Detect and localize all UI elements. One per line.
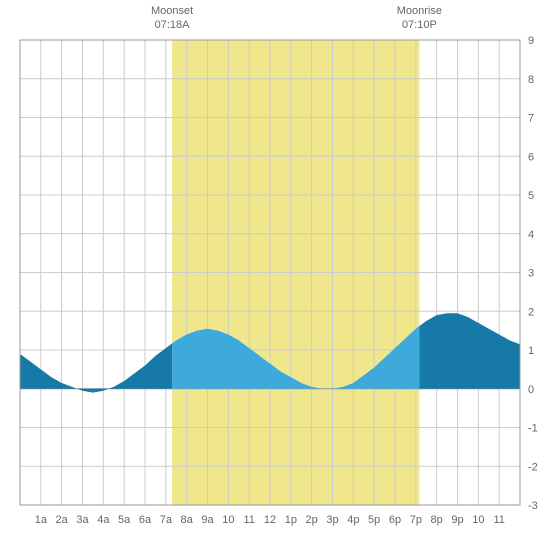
x-tick-label: 6p xyxy=(389,514,401,526)
annotation-title: Moonset xyxy=(151,5,193,17)
y-tick-label: 5 xyxy=(528,190,534,202)
x-tick-label: 4p xyxy=(347,514,359,526)
x-tick-label: 5a xyxy=(118,514,131,526)
y-tick-label: -2 xyxy=(528,461,538,473)
x-tick-label: 11 xyxy=(493,514,504,526)
y-tick-label: 6 xyxy=(528,151,534,163)
x-tick-label: 9p xyxy=(451,514,463,526)
y-tick-label: 9 xyxy=(528,35,534,47)
annotation-time: 07:10P xyxy=(402,19,437,31)
x-tick-label: 3p xyxy=(326,514,338,526)
tide-chart: -3-2-101234567891a2a3a4a5a6a7a8a9a101112… xyxy=(0,0,550,550)
x-tick-label: 9a xyxy=(201,514,214,526)
y-tick-label: 4 xyxy=(528,229,534,241)
x-tick-label: 10 xyxy=(222,514,234,526)
y-tick-label: -1 xyxy=(528,423,538,435)
x-tick-label: 6a xyxy=(139,514,152,526)
x-tick-label: 5p xyxy=(368,514,380,526)
x-tick-label: 7p xyxy=(410,514,422,526)
x-tick-label: 3a xyxy=(76,514,89,526)
y-tick-label: 8 xyxy=(528,74,534,86)
x-tick-label: 12 xyxy=(264,514,276,526)
annotation-time: 07:18A xyxy=(155,19,191,31)
x-tick-label: 1a xyxy=(35,514,48,526)
y-tick-label: 3 xyxy=(528,268,534,280)
y-tick-label: -3 xyxy=(528,500,538,512)
x-tick-label: 7a xyxy=(160,514,173,526)
annotation-title: Moonrise xyxy=(397,5,442,17)
x-tick-label: 10 xyxy=(472,514,484,526)
x-tick-label: 11 xyxy=(243,514,254,526)
x-tick-label: 2a xyxy=(56,514,69,526)
y-tick-label: 1 xyxy=(528,345,534,357)
y-tick-label: 0 xyxy=(528,384,534,396)
y-tick-label: 2 xyxy=(528,306,534,318)
y-tick-label: 7 xyxy=(528,113,534,125)
x-tick-label: 4a xyxy=(97,514,110,526)
x-tick-label: 8a xyxy=(181,514,194,526)
tide-chart-svg: -3-2-101234567891a2a3a4a5a6a7a8a9a101112… xyxy=(0,0,550,550)
x-tick-label: 8p xyxy=(431,514,443,526)
x-tick-label: 1p xyxy=(285,514,297,526)
x-tick-label: 2p xyxy=(306,514,318,526)
